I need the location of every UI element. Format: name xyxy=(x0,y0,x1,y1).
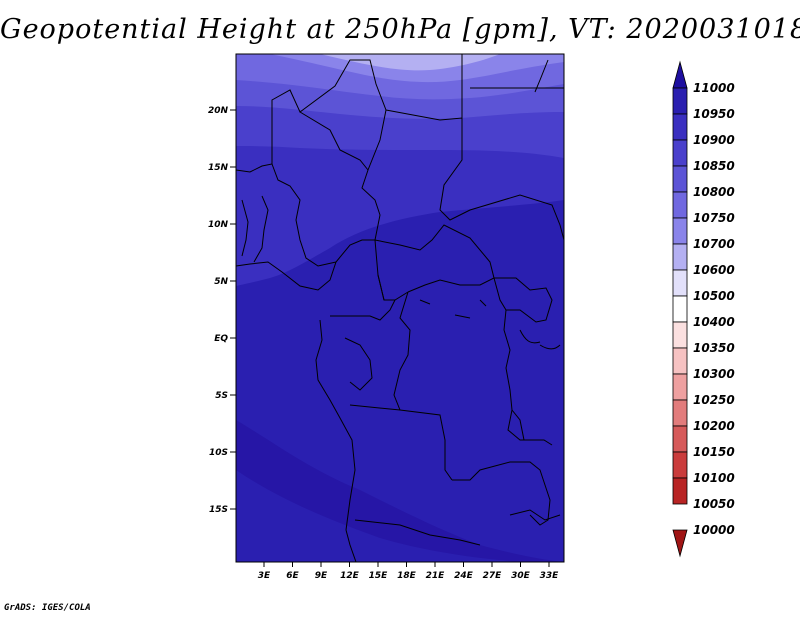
lon-tick-label: 27E xyxy=(483,571,503,581)
colorbar-swatch xyxy=(672,217,688,245)
colorbar-label: 10600 xyxy=(693,263,735,277)
colorbar-label: 10900 xyxy=(693,133,735,147)
lat-tick-label: 20N xyxy=(208,106,229,116)
colorbar-label: 10100 xyxy=(693,471,735,485)
colorbar-label: 10000 xyxy=(693,523,735,537)
lon-tick-label: 21E xyxy=(426,571,446,581)
colorbar-label: 10700 xyxy=(693,237,735,251)
lat-tick-label: 10S xyxy=(209,448,228,458)
colorbar-label: 10400 xyxy=(693,315,735,329)
colorbar-label: 10850 xyxy=(693,159,735,173)
colorbar-label: 10050 xyxy=(693,497,735,511)
lat-tick-label: 5N xyxy=(214,277,228,287)
colorbar-label: 10150 xyxy=(693,445,735,459)
colorbar-bottom-arrow xyxy=(672,529,688,558)
colorbar-swatch xyxy=(672,347,688,375)
country-borders xyxy=(236,54,564,562)
colorbar-top-arrow xyxy=(672,60,688,89)
lat-tick-label: 15N xyxy=(208,163,229,173)
lat-tick-label: EQ xyxy=(214,334,228,344)
colorbar-swatch xyxy=(672,165,688,193)
chart-title: Geopotential Height at 250hPa [gpm], VT:… xyxy=(0,14,800,45)
lon-tick-label: 24E xyxy=(454,571,474,581)
colorbar-swatch xyxy=(672,113,688,141)
lat-tick-label: 5S xyxy=(215,391,228,401)
credit-label: GrADS: IGES/COLA xyxy=(4,603,91,613)
colorbar-label: 10950 xyxy=(693,107,735,121)
colorbar-swatch xyxy=(672,477,688,505)
colorbar-swatch xyxy=(672,139,688,167)
lon-tick-label: 12E xyxy=(340,571,360,581)
lon-tick-label: 15E xyxy=(369,571,389,581)
colorbar-label: 10800 xyxy=(693,185,735,199)
lon-tick-label: 30E xyxy=(511,571,531,581)
lat-axis: 20N 15N 10N 5N EQ 5S 10S 15S xyxy=(208,106,236,515)
colorbar-swatch xyxy=(672,87,688,115)
colorbar-swatch xyxy=(672,321,688,349)
colorbar-label: 10200 xyxy=(693,419,735,433)
contour-fill xyxy=(236,54,564,562)
lon-tick-label: 3E xyxy=(258,571,271,581)
lon-tick-label: 9E xyxy=(315,571,328,581)
lat-tick-label: 15S xyxy=(209,505,228,515)
lon-axis: 3E 6E 9E 12E 15E 18E 21E 24E 27E 30E 33E xyxy=(258,562,559,581)
colorbar-swatch xyxy=(672,425,688,453)
colorbar: 11000 10950 10900 10850 10800 10750 10700 10600… xyxy=(672,60,735,558)
colorbar-swatch xyxy=(672,295,688,323)
colorbar-swatch xyxy=(672,269,688,297)
map-frame xyxy=(235,53,565,563)
lon-tick-label: 18E xyxy=(397,571,417,581)
colorbar-swatch xyxy=(672,191,688,219)
lat-tick-label: 10N xyxy=(208,220,229,230)
colorbar-label: 10750 xyxy=(693,211,735,225)
colorbar-label: 10350 xyxy=(693,341,735,355)
colorbar-swatch xyxy=(672,451,688,479)
colorbar-swatch xyxy=(672,399,688,427)
colorbar-label: 10500 xyxy=(693,289,735,303)
lon-tick-label: 33E xyxy=(540,571,560,581)
colorbar-label: 10250 xyxy=(693,393,735,407)
colorbar-label: 11000 xyxy=(693,81,735,95)
colorbar-swatch xyxy=(672,373,688,401)
colorbar-swatch xyxy=(672,243,688,271)
lon-tick-label: 6E xyxy=(286,571,299,581)
colorbar-label: 10300 xyxy=(693,367,735,381)
